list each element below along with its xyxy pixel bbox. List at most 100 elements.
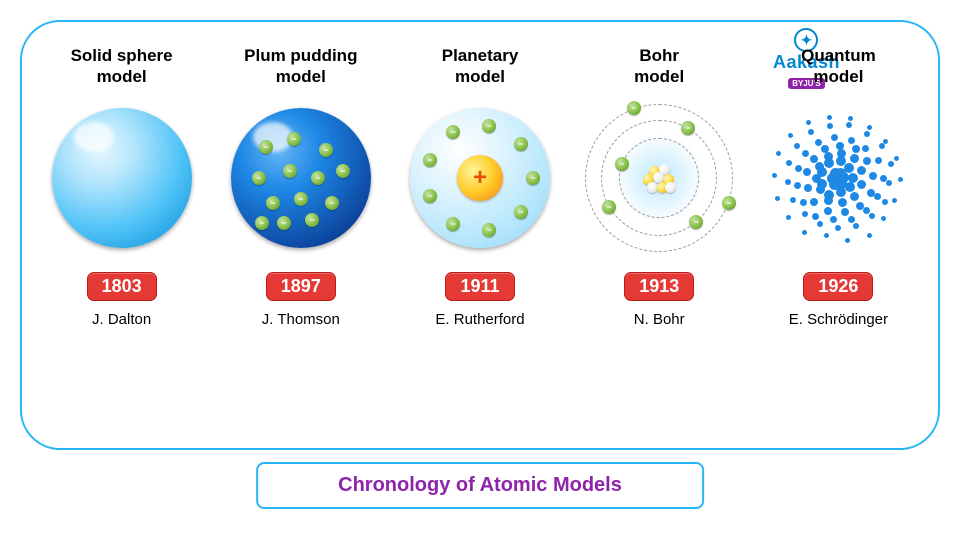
model-visual: −−−−−− bbox=[584, 98, 734, 258]
electron-icon: − bbox=[514, 137, 528, 151]
electron-icon: − bbox=[277, 216, 291, 230]
electron-icon: − bbox=[514, 205, 528, 219]
probability-dot bbox=[841, 208, 849, 216]
model-visual: +−−−−−−−−− bbox=[405, 98, 555, 258]
probability-dot bbox=[869, 213, 875, 219]
neutron-icon bbox=[665, 182, 676, 193]
probability-dot bbox=[815, 162, 824, 171]
probability-dot bbox=[886, 180, 892, 186]
probability-dot bbox=[824, 152, 833, 161]
probability-dot bbox=[802, 150, 809, 157]
probability-dot bbox=[808, 129, 814, 135]
model-column: Quantummodel 1926 E. Schrödinger bbox=[749, 42, 928, 328]
scientist-name: E. Rutherford bbox=[435, 311, 524, 328]
timeline-frame: Solid spheremodel 1803 J. Dalton Plum puddi… bbox=[20, 20, 940, 450]
model-visual bbox=[763, 98, 913, 258]
model-column: Plum puddingmodel−−−−−−−−−−−−−1897J. Tho… bbox=[211, 42, 390, 328]
nucleus-cluster bbox=[641, 160, 677, 196]
probability-dot bbox=[857, 166, 866, 175]
electron-icon: − bbox=[482, 223, 496, 237]
electron-icon: − bbox=[482, 119, 496, 133]
model-column: Planetarymodel+−−−−−−−−−1911E. Rutherfor… bbox=[390, 42, 569, 328]
bohr-diagram: −−−−−− bbox=[584, 103, 734, 253]
electron-icon: − bbox=[305, 213, 319, 227]
models-row: Solid spheremodel 1803 J. Dalton Plum puddi… bbox=[32, 42, 928, 438]
model-name: Plum puddingmodel bbox=[244, 42, 357, 90]
probability-dot bbox=[802, 230, 807, 235]
model-name: Quantummodel bbox=[801, 42, 876, 90]
model-visual: −−−−−−−−−−−−− bbox=[226, 98, 376, 258]
probability-dot bbox=[810, 155, 818, 163]
probability-dot bbox=[848, 137, 855, 144]
probability-dot bbox=[848, 216, 855, 223]
probability-dot bbox=[802, 211, 808, 217]
probability-dot bbox=[788, 133, 793, 138]
probability-dot bbox=[831, 134, 838, 141]
thomson-sphere: −−−−−−−−−−−−− bbox=[231, 108, 371, 248]
scientist-name: J. Dalton bbox=[92, 311, 151, 328]
probability-dot bbox=[894, 156, 899, 161]
probability-dot bbox=[824, 207, 832, 215]
probability-dot bbox=[794, 143, 800, 149]
year-badge: 1803 bbox=[87, 272, 157, 301]
year-badge: 1911 bbox=[445, 272, 514, 301]
electron-icon: − bbox=[446, 217, 460, 231]
probability-dot bbox=[846, 122, 852, 128]
probability-dot bbox=[864, 131, 870, 137]
rutherford-sphere: +−−−−−−−−− bbox=[410, 108, 550, 248]
probability-dot bbox=[812, 213, 819, 220]
electron-icon: − bbox=[325, 196, 339, 210]
probability-dot bbox=[862, 145, 869, 152]
electron-icon: − bbox=[423, 153, 437, 167]
probability-dot bbox=[786, 215, 791, 220]
electron-icon: − bbox=[255, 216, 269, 230]
probability-dot bbox=[776, 151, 781, 156]
probability-dot bbox=[785, 179, 791, 185]
probability-dot bbox=[827, 123, 833, 129]
electron-icon: − bbox=[252, 171, 266, 185]
quantum-cloud bbox=[763, 103, 913, 253]
probability-dot bbox=[830, 216, 837, 223]
electron-icon: − bbox=[722, 196, 736, 210]
probability-dot bbox=[844, 163, 854, 173]
model-name: Planetarymodel bbox=[442, 42, 519, 90]
probability-dot bbox=[875, 157, 882, 164]
electron-icon: − bbox=[336, 164, 350, 178]
probability-dot bbox=[853, 223, 859, 229]
probability-dot bbox=[838, 198, 847, 207]
electron-icon: − bbox=[294, 192, 308, 206]
probability-dot bbox=[794, 182, 801, 189]
electron-icon: − bbox=[283, 164, 297, 178]
probability-dot bbox=[803, 168, 811, 176]
probability-dot bbox=[824, 196, 833, 205]
probability-dot bbox=[775, 196, 780, 201]
probability-dot bbox=[772, 173, 777, 178]
caption: Chronology of Atomic Models bbox=[256, 462, 704, 509]
probability-dot bbox=[804, 184, 812, 192]
probability-dot bbox=[786, 160, 792, 166]
probability-dot bbox=[892, 198, 897, 203]
scientist-name: E. Schrödinger bbox=[789, 311, 888, 328]
electron-icon: − bbox=[259, 140, 273, 154]
model-column: Solid spheremodel 1803 J. Dalton bbox=[32, 42, 211, 328]
probability-dot bbox=[815, 139, 822, 146]
probability-dot bbox=[867, 233, 872, 238]
model-column: Bohrmodel −−−−−− 1913 N. Bohr bbox=[570, 42, 749, 328]
scientist-name: N. Bohr bbox=[634, 311, 685, 328]
probability-dot bbox=[867, 125, 872, 130]
probability-dot bbox=[857, 180, 866, 189]
model-name: Bohrmodel bbox=[634, 42, 684, 90]
electron-icon: − bbox=[526, 171, 540, 185]
probability-dot bbox=[852, 145, 860, 153]
year-badge: 1913 bbox=[624, 272, 694, 301]
nucleus-icon: + bbox=[457, 155, 503, 201]
probability-dot bbox=[898, 177, 903, 182]
probability-dot bbox=[817, 221, 823, 227]
probability-dot bbox=[800, 199, 807, 206]
model-name: Solid spheremodel bbox=[71, 42, 173, 90]
year-badge: 1926 bbox=[803, 272, 873, 301]
electron-icon: − bbox=[319, 143, 333, 157]
electron-icon: − bbox=[287, 132, 301, 146]
probability-dot bbox=[882, 199, 888, 205]
probability-dot bbox=[790, 197, 796, 203]
